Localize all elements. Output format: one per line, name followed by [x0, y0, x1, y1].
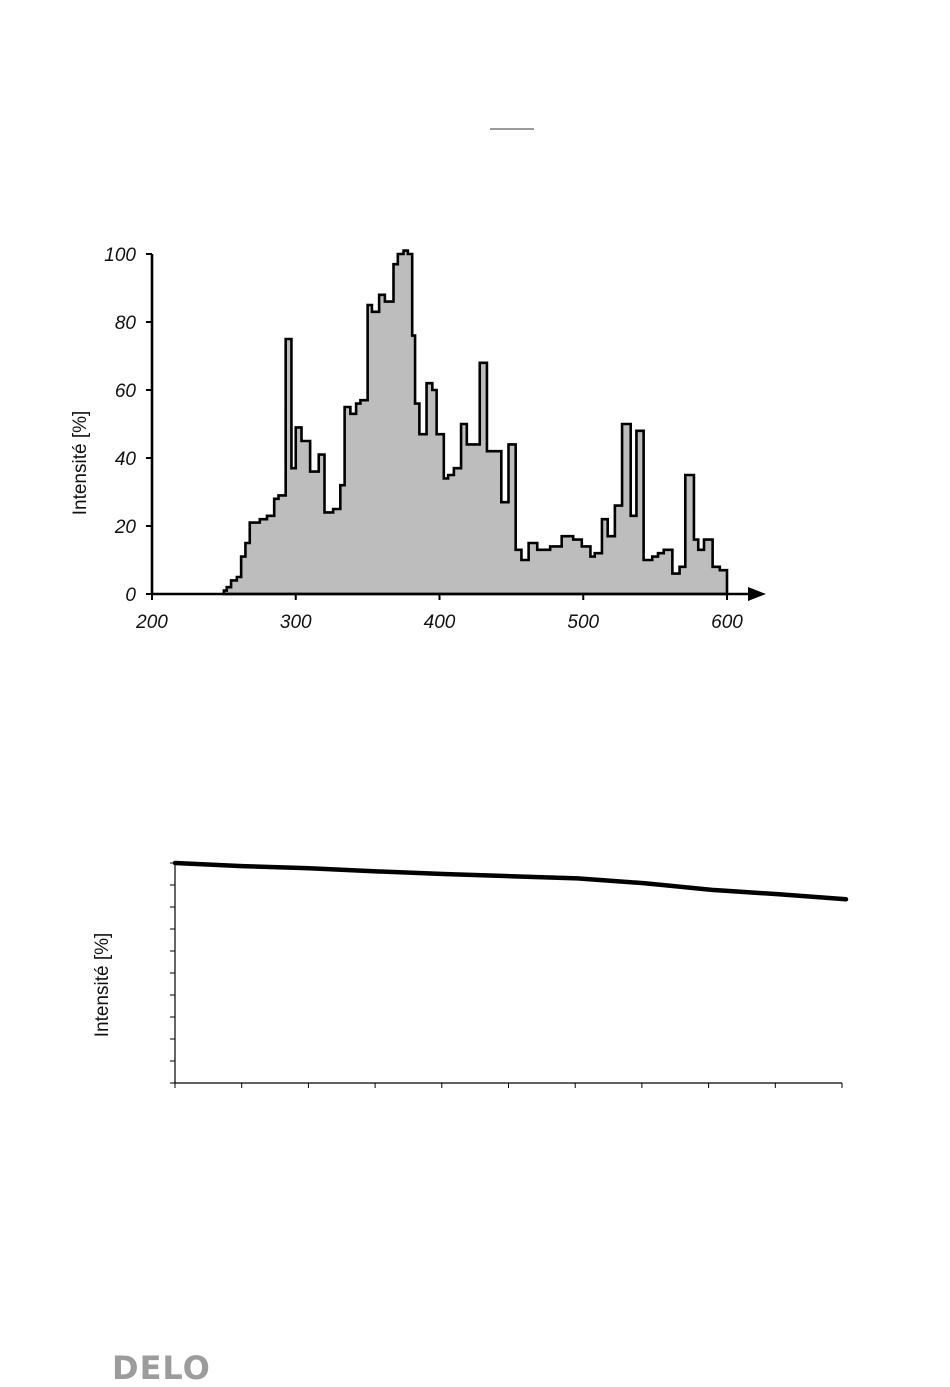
x-tick-label: 500	[567, 612, 599, 633]
y-tick-label: 100	[104, 245, 136, 266]
y-axis-title: Intensité [%]	[70, 411, 91, 516]
y-tick-label: 20	[114, 517, 137, 538]
intensity-line	[172, 860, 849, 902]
y-tick-label: 80	[115, 313, 137, 334]
top-rule	[490, 128, 534, 130]
x-tick-label: 200	[135, 612, 168, 633]
spectrum-chart: 0 20 40 60 80 100 200 300 400 500 600 Intensité [%]	[70, 245, 766, 633]
x-axis-arrow	[748, 587, 766, 601]
x-tick-label: 400	[424, 612, 456, 633]
spectrum-area	[222, 249, 729, 596]
y-tick-label: 40	[115, 449, 137, 470]
y-tick-label: 60	[115, 381, 137, 402]
delo-logo: DELO	[112, 1349, 211, 1387]
y-tick-label: 0	[125, 585, 136, 606]
x-tick-label: 600	[711, 612, 743, 633]
y-axis-title: Intensité [%]	[92, 933, 113, 1038]
x-tick-label: 300	[280, 612, 312, 633]
